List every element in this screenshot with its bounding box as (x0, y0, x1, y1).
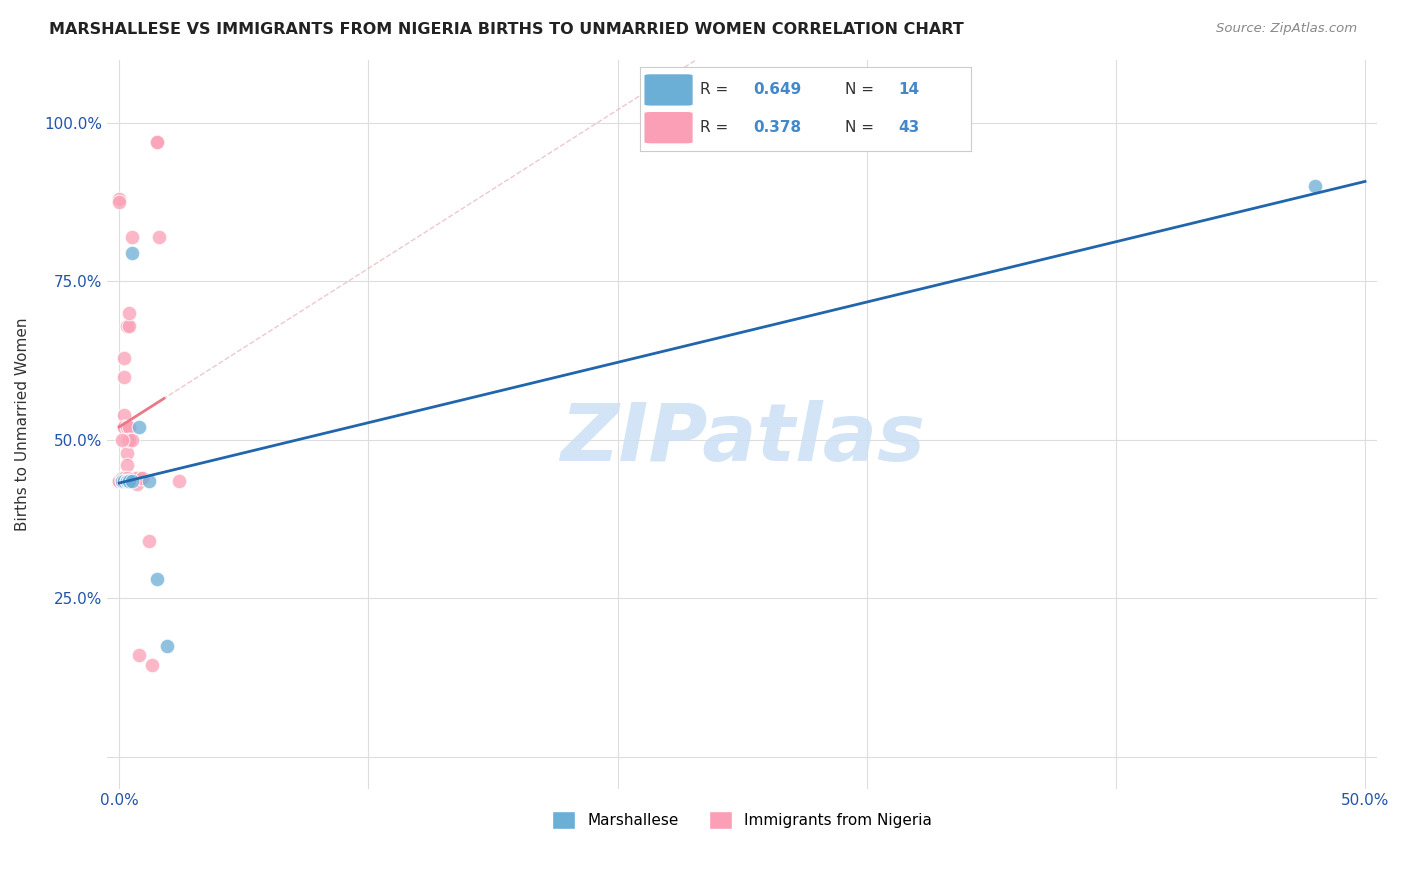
Point (118, 420, 141, 434)
Point (121, 230, 143, 244)
Point (115, 474, 138, 488)
Point (122, 471, 145, 485)
Point (145, 135, 167, 149)
Point (112, 351, 135, 365)
Point (108, 474, 131, 488)
Point (118, 306, 141, 320)
Point (115, 420, 138, 434)
Point (112, 408, 135, 422)
Point (148, 230, 170, 244)
Point (112, 420, 135, 434)
Point (138, 534, 160, 549)
Point (118, 474, 141, 488)
Point (145, 135, 167, 149)
Point (121, 433, 143, 447)
Point (108, 474, 131, 488)
Point (111, 474, 134, 488)
Point (138, 474, 160, 488)
Point (121, 474, 143, 488)
Point (118, 433, 141, 447)
Point (118, 433, 141, 447)
Point (125, 471, 148, 485)
Point (111, 433, 134, 447)
Point (125, 477, 148, 491)
Point (121, 246, 143, 260)
Point (131, 471, 153, 485)
Point (128, 648, 150, 663)
Point (115, 474, 138, 488)
Point (115, 433, 138, 447)
Point (167, 474, 190, 488)
Point (131, 471, 153, 485)
Legend: Marshallese, Immigrants from Nigeria: Marshallese, Immigrants from Nigeria (546, 805, 938, 836)
Point (108, 192, 131, 206)
Point (111, 474, 134, 488)
Point (128, 420, 150, 434)
Point (112, 420, 135, 434)
Point (145, 573, 167, 587)
Point (155, 639, 177, 653)
Point (118, 474, 141, 488)
Point (118, 318, 141, 333)
Point (111, 474, 134, 488)
Point (115, 445, 138, 459)
Point (112, 471, 135, 485)
Text: ZIPatlas: ZIPatlas (560, 400, 925, 477)
Y-axis label: Births to Unmarried Women: Births to Unmarried Women (15, 318, 30, 531)
Text: MARSHALLESE VS IMMIGRANTS FROM NIGERIA BIRTHS TO UNMARRIED WOMEN CORRELATION CHA: MARSHALLESE VS IMMIGRANTS FROM NIGERIA B… (49, 22, 965, 37)
Point (111, 471, 134, 485)
Point (108, 474, 131, 488)
Point (115, 458, 138, 473)
Point (1303, 179, 1326, 194)
Point (115, 420, 138, 434)
Point (108, 195, 131, 210)
Point (112, 474, 135, 488)
Point (115, 318, 138, 333)
Point (141, 657, 163, 672)
Point (111, 471, 134, 485)
Point (115, 474, 138, 488)
Point (112, 369, 135, 384)
Point (115, 471, 138, 485)
Point (115, 433, 138, 447)
Text: Source: ZipAtlas.com: Source: ZipAtlas.com (1216, 22, 1357, 36)
